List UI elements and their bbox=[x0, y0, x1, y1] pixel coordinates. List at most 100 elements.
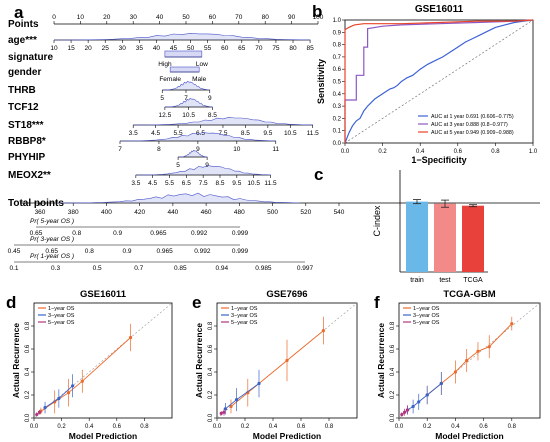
cal-d-point bbox=[37, 410, 42, 414]
total-tick-label: 440 bbox=[167, 209, 178, 216]
cal-f-legend-label-2: 3−year OS bbox=[413, 313, 440, 319]
roc-series-line-1 bbox=[344, 19, 534, 144]
cal-f-legend-label-1: 1−year OS bbox=[413, 306, 440, 312]
meox2-tick-label: 3.5 bbox=[131, 180, 140, 187]
roc-y-tick-label: 0.2 bbox=[333, 116, 342, 122]
age-tick-label: 40 bbox=[153, 45, 161, 52]
roc-diagonal-reference bbox=[344, 19, 534, 144]
cal-e-point bbox=[285, 358, 289, 363]
total-tick-label: 480 bbox=[234, 209, 245, 216]
nomogram-row-label-st18: ST18*** bbox=[8, 120, 44, 131]
panel-label-f: f bbox=[374, 293, 380, 312]
cal-e-x-tick-label: 0.8 bbox=[325, 424, 334, 430]
rbbp8-density bbox=[120, 132, 277, 142]
calibration-chart-f: TCGA-GBM 0.0 0.2 0.4 0.6 0.8 0.0 0.2 0.4 0.6 0.8 Mo… bbox=[376, 289, 541, 441]
calibration-chart-e: GSE7696 0.0 0.2 0.4 0.6 0.8 0.0 0.2 0.4 0.6 0.8 Mod… bbox=[194, 289, 358, 441]
tcf12-tick-label: 10.5 bbox=[182, 112, 195, 119]
rbbp8-tick-label: 11 bbox=[272, 146, 279, 153]
cal-f-title: TCGA-GBM bbox=[443, 289, 495, 300]
cal-e-legend-label-2: 3−year OS bbox=[231, 313, 258, 319]
panel-label-e: e bbox=[192, 293, 201, 312]
total-tick-label: 360 bbox=[35, 209, 46, 216]
st18-tick-label: 4.5 bbox=[151, 130, 160, 137]
meox2-tick-label: 9.5 bbox=[232, 180, 241, 187]
age-tick-label: 15 bbox=[67, 45, 75, 52]
age-tick-label: 55 bbox=[204, 45, 212, 52]
cal-d-y-tick-label: 0.0 bbox=[25, 413, 31, 422]
roc-chart: GSE16011 0.0 0.1 0.2 0.3 0.4 0.5 0.6 0.7 0.8 0.9 1.… bbox=[316, 4, 538, 165]
cal-f-plot-frame bbox=[398, 302, 541, 419]
age-tick-label: 75 bbox=[272, 45, 280, 52]
cal-e-point bbox=[235, 398, 239, 402]
roc-x-axis-label: 1−Specificity bbox=[411, 155, 466, 165]
cal-e-title: GSE7696 bbox=[266, 289, 307, 300]
age-tick-label: 20 bbox=[85, 45, 93, 52]
panel-label-c: c bbox=[314, 165, 323, 184]
cal-f-x-tick-label: 0.0 bbox=[395, 424, 404, 430]
cal-e-y-tick-label: 0.6 bbox=[208, 344, 214, 353]
nomogram: Points age*** signature gender THRB TCF12 ST18… bbox=[8, 14, 540, 272]
pr5-tick-label: 0.965 bbox=[150, 230, 167, 237]
roc-x-tick-label: 0.0 bbox=[341, 149, 350, 155]
rbbp8-tick-label: 8 bbox=[157, 146, 161, 153]
panel-label-d: d bbox=[6, 293, 16, 312]
phyhip-tick-label: 5 bbox=[176, 162, 180, 169]
cal-f-y-tick-label: 0.0 bbox=[390, 413, 396, 422]
cindex-y-axis-label: C-index bbox=[372, 205, 382, 237]
age-tick-label: 50 bbox=[187, 45, 195, 52]
cindex-bar-test bbox=[434, 203, 456, 272]
cal-f-y-tick-label: 0.6 bbox=[390, 344, 396, 353]
rbbp8-tick-label: 9 bbox=[196, 146, 200, 153]
cindex-category-label-TCGA: TCGA bbox=[463, 277, 483, 284]
pr3-tick-label: 0.8 bbox=[85, 248, 94, 255]
cal-e-y-tick-label: 0.4 bbox=[208, 367, 214, 376]
pr1-tick-label: 0.94 bbox=[216, 265, 229, 272]
pr1-tick-label: 0.3 bbox=[51, 265, 60, 272]
cal-f-x-tick-label: 0.4 bbox=[451, 424, 460, 430]
cal-d-point bbox=[35, 412, 39, 417]
nomogram-row-label-gender: gender bbox=[8, 67, 41, 78]
cal-d-x-tick-label: 0.4 bbox=[85, 424, 94, 430]
cal-d-point bbox=[43, 406, 47, 410]
nomogram-row-label-age: age*** bbox=[8, 35, 37, 46]
st18-tick-label: 5.5 bbox=[174, 130, 183, 137]
roc-y-tick-label: 0.0 bbox=[333, 141, 342, 147]
cal-d-y-tick-label: 0.8 bbox=[25, 321, 31, 330]
points-tick-label: 90 bbox=[288, 14, 296, 21]
pr3-tick-label: 0.45 bbox=[8, 248, 21, 255]
total-tick-label: 400 bbox=[101, 209, 112, 216]
total-tick-label: 540 bbox=[334, 209, 345, 216]
pr5-tick-label: 0.65 bbox=[30, 230, 43, 237]
pr5-tick-label: 0.8 bbox=[72, 230, 81, 237]
cal-d-point bbox=[80, 379, 84, 383]
signature-label-low: Low bbox=[196, 61, 208, 68]
cal-d-legend-label-3: 5−year OS bbox=[48, 320, 75, 326]
cal-f-legend-label-3: 5−year OS bbox=[413, 320, 440, 326]
cal-e-point bbox=[321, 329, 325, 333]
roc-x-tick-label: 0.8 bbox=[491, 149, 500, 155]
cal-d-legend-label-1: 1−year OS bbox=[48, 306, 75, 312]
meox2-tick-label: 4.5 bbox=[148, 180, 157, 187]
roc-x-tick-label: 0.4 bbox=[416, 149, 425, 155]
cal-d-x-axis-label: Model Prediction bbox=[69, 431, 137, 441]
phyhip-density bbox=[178, 149, 208, 158]
cal-f-point bbox=[465, 358, 469, 363]
panel-label-b: b bbox=[312, 2, 322, 21]
st18-tick-label: 11.5 bbox=[307, 130, 320, 137]
pr3-tick-label: 0.965 bbox=[157, 248, 174, 255]
cal-d-ideal-line bbox=[33, 302, 173, 419]
cal-f-y-tick-label: 0.2 bbox=[390, 390, 396, 399]
roc-x-tick-label: 1.0 bbox=[529, 149, 538, 155]
st18-tick-label: 3.5 bbox=[129, 130, 138, 137]
age-tick-label: 35 bbox=[136, 45, 144, 52]
cal-e-x-axis-label: Model Prediction bbox=[253, 431, 321, 441]
tcf12-density bbox=[164, 98, 213, 108]
meox2-tick-label: 10.5 bbox=[247, 180, 260, 187]
cal-f-x-tick-label: 0.2 bbox=[423, 424, 432, 430]
roc-legend-label-2: AUC at 3 year 0.888 (0.8−0.977) bbox=[431, 122, 508, 128]
pr3-tick-label: 0.992 bbox=[194, 248, 211, 255]
signature-density bbox=[164, 50, 203, 58]
gender-label-male: Male bbox=[192, 76, 206, 83]
